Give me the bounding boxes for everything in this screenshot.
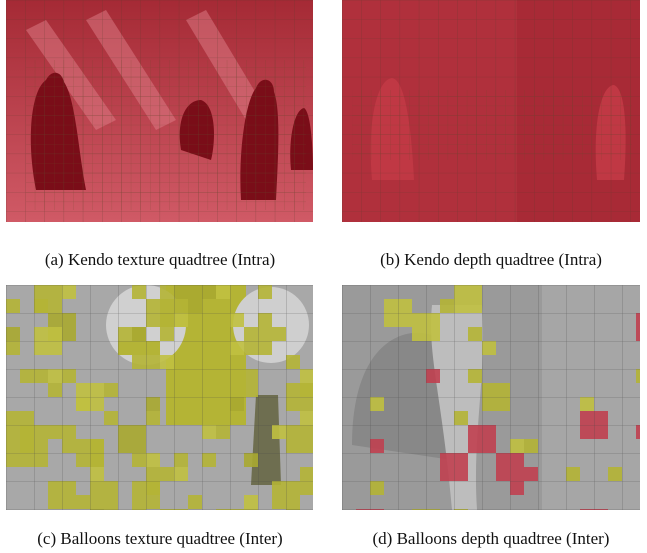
kendo-depth-image xyxy=(342,0,640,222)
quadtree-grid xyxy=(6,285,313,510)
caption: (b) Kendo depth quadtree (Intra) xyxy=(332,250,647,270)
balloons-depth-image xyxy=(342,285,640,510)
quadtree-grid-fine xyxy=(352,90,632,160)
caption: (c) Balloons texture quadtree (Inter) xyxy=(0,529,320,549)
figure-page: (a) Kendo texture quadtree (Intra) (b) K… xyxy=(0,0,647,553)
balloons-texture-image xyxy=(6,285,313,510)
caption: (a) Kendo texture quadtree (Intra) xyxy=(0,250,320,270)
kendo-texture-image xyxy=(6,0,313,222)
quadtree-grid xyxy=(342,285,640,510)
quadtree-grid-fine xyxy=(26,60,306,210)
caption: (d) Balloons depth quadtree (Inter) xyxy=(332,529,647,549)
